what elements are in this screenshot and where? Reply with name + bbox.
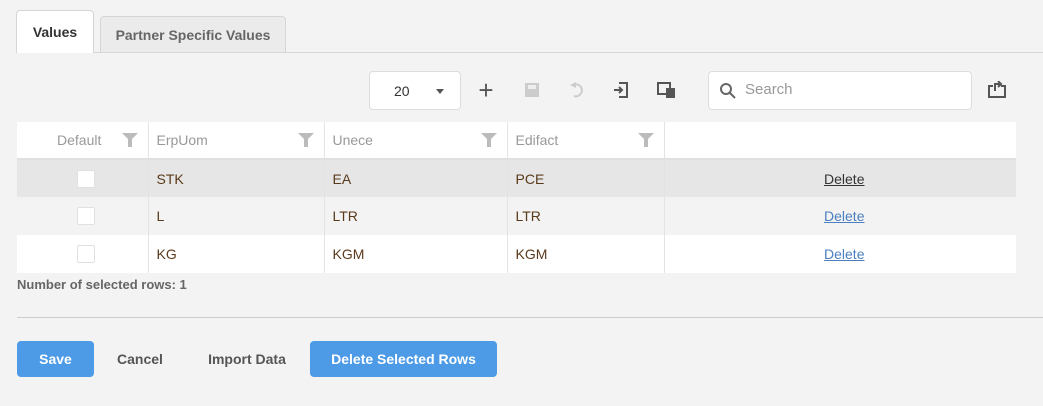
cell-erpuom[interactable]: L <box>148 197 325 235</box>
page-size-select[interactable]: 20 <box>369 71 461 110</box>
cell-erpuom[interactable]: KG <box>148 235 325 273</box>
tab-values[interactable]: Values <box>16 10 94 53</box>
import-data-button[interactable]: Import Data <box>208 351 286 367</box>
tab-partner-specific-values[interactable]: Partner Specific Values <box>100 16 286 53</box>
table-row[interactable]: KG KGM KGM Delete <box>17 235 1016 273</box>
cell-unece[interactable]: EA <box>324 159 508 197</box>
cell-edifact[interactable]: LTR <box>507 197 665 235</box>
selected-rows-count: Number of selected rows: 1 <box>17 277 187 292</box>
save-button[interactable]: Save <box>17 341 94 377</box>
filter-icon[interactable] <box>121 133 138 147</box>
column-header-edifact[interactable]: Edifact <box>507 122 665 160</box>
filter-icon[interactable] <box>480 133 497 147</box>
cell-erpuom[interactable]: STK <box>148 159 325 197</box>
filter-icon[interactable] <box>297 133 314 147</box>
table-row[interactable]: L LTR LTR Delete <box>17 197 1016 235</box>
tab-divider <box>16 52 1043 53</box>
default-checkbox[interactable] <box>77 207 96 225</box>
filter-icon[interactable] <box>637 133 654 147</box>
copy-icon[interactable] <box>655 78 679 102</box>
page-size-value: 20 <box>394 83 410 99</box>
column-header-actions <box>664 122 1016 160</box>
save-icon[interactable] <box>520 78 544 102</box>
table-row[interactable]: STK EA PCE Delete <box>17 159 1016 197</box>
delete-link[interactable]: Delete <box>824 170 865 187</box>
cancel-button[interactable]: Cancel <box>117 351 163 367</box>
search-box[interactable] <box>708 71 972 110</box>
chevron-down-icon <box>436 89 444 94</box>
delete-selected-rows-button[interactable]: Delete Selected Rows <box>310 341 497 377</box>
column-header-unece[interactable]: Unece <box>324 122 508 160</box>
cell-unece[interactable]: KGM <box>324 235 508 273</box>
divider <box>17 317 1043 318</box>
column-header-erpuom[interactable]: ErpUom <box>148 122 325 160</box>
default-checkbox[interactable] <box>77 245 96 263</box>
undo-icon[interactable] <box>565 78 589 102</box>
values-table: Default ErpUom Unece Edifact STK EA PCE Del… <box>17 122 1016 273</box>
cell-edifact[interactable]: PCE <box>507 159 665 197</box>
plus-icon[interactable]: + <box>478 74 494 105</box>
export-icon[interactable] <box>985 78 1009 102</box>
cell-edifact[interactable]: KGM <box>507 235 665 273</box>
search-icon <box>720 83 736 99</box>
column-header-default[interactable]: Default <box>17 122 149 160</box>
search-input[interactable] <box>745 81 955 98</box>
cell-unece[interactable]: LTR <box>324 197 508 235</box>
delete-link[interactable]: Delete <box>824 246 865 262</box>
delete-link[interactable]: Delete <box>824 208 865 224</box>
import-icon[interactable] <box>609 78 633 102</box>
default-checkbox[interactable] <box>77 169 96 188</box>
